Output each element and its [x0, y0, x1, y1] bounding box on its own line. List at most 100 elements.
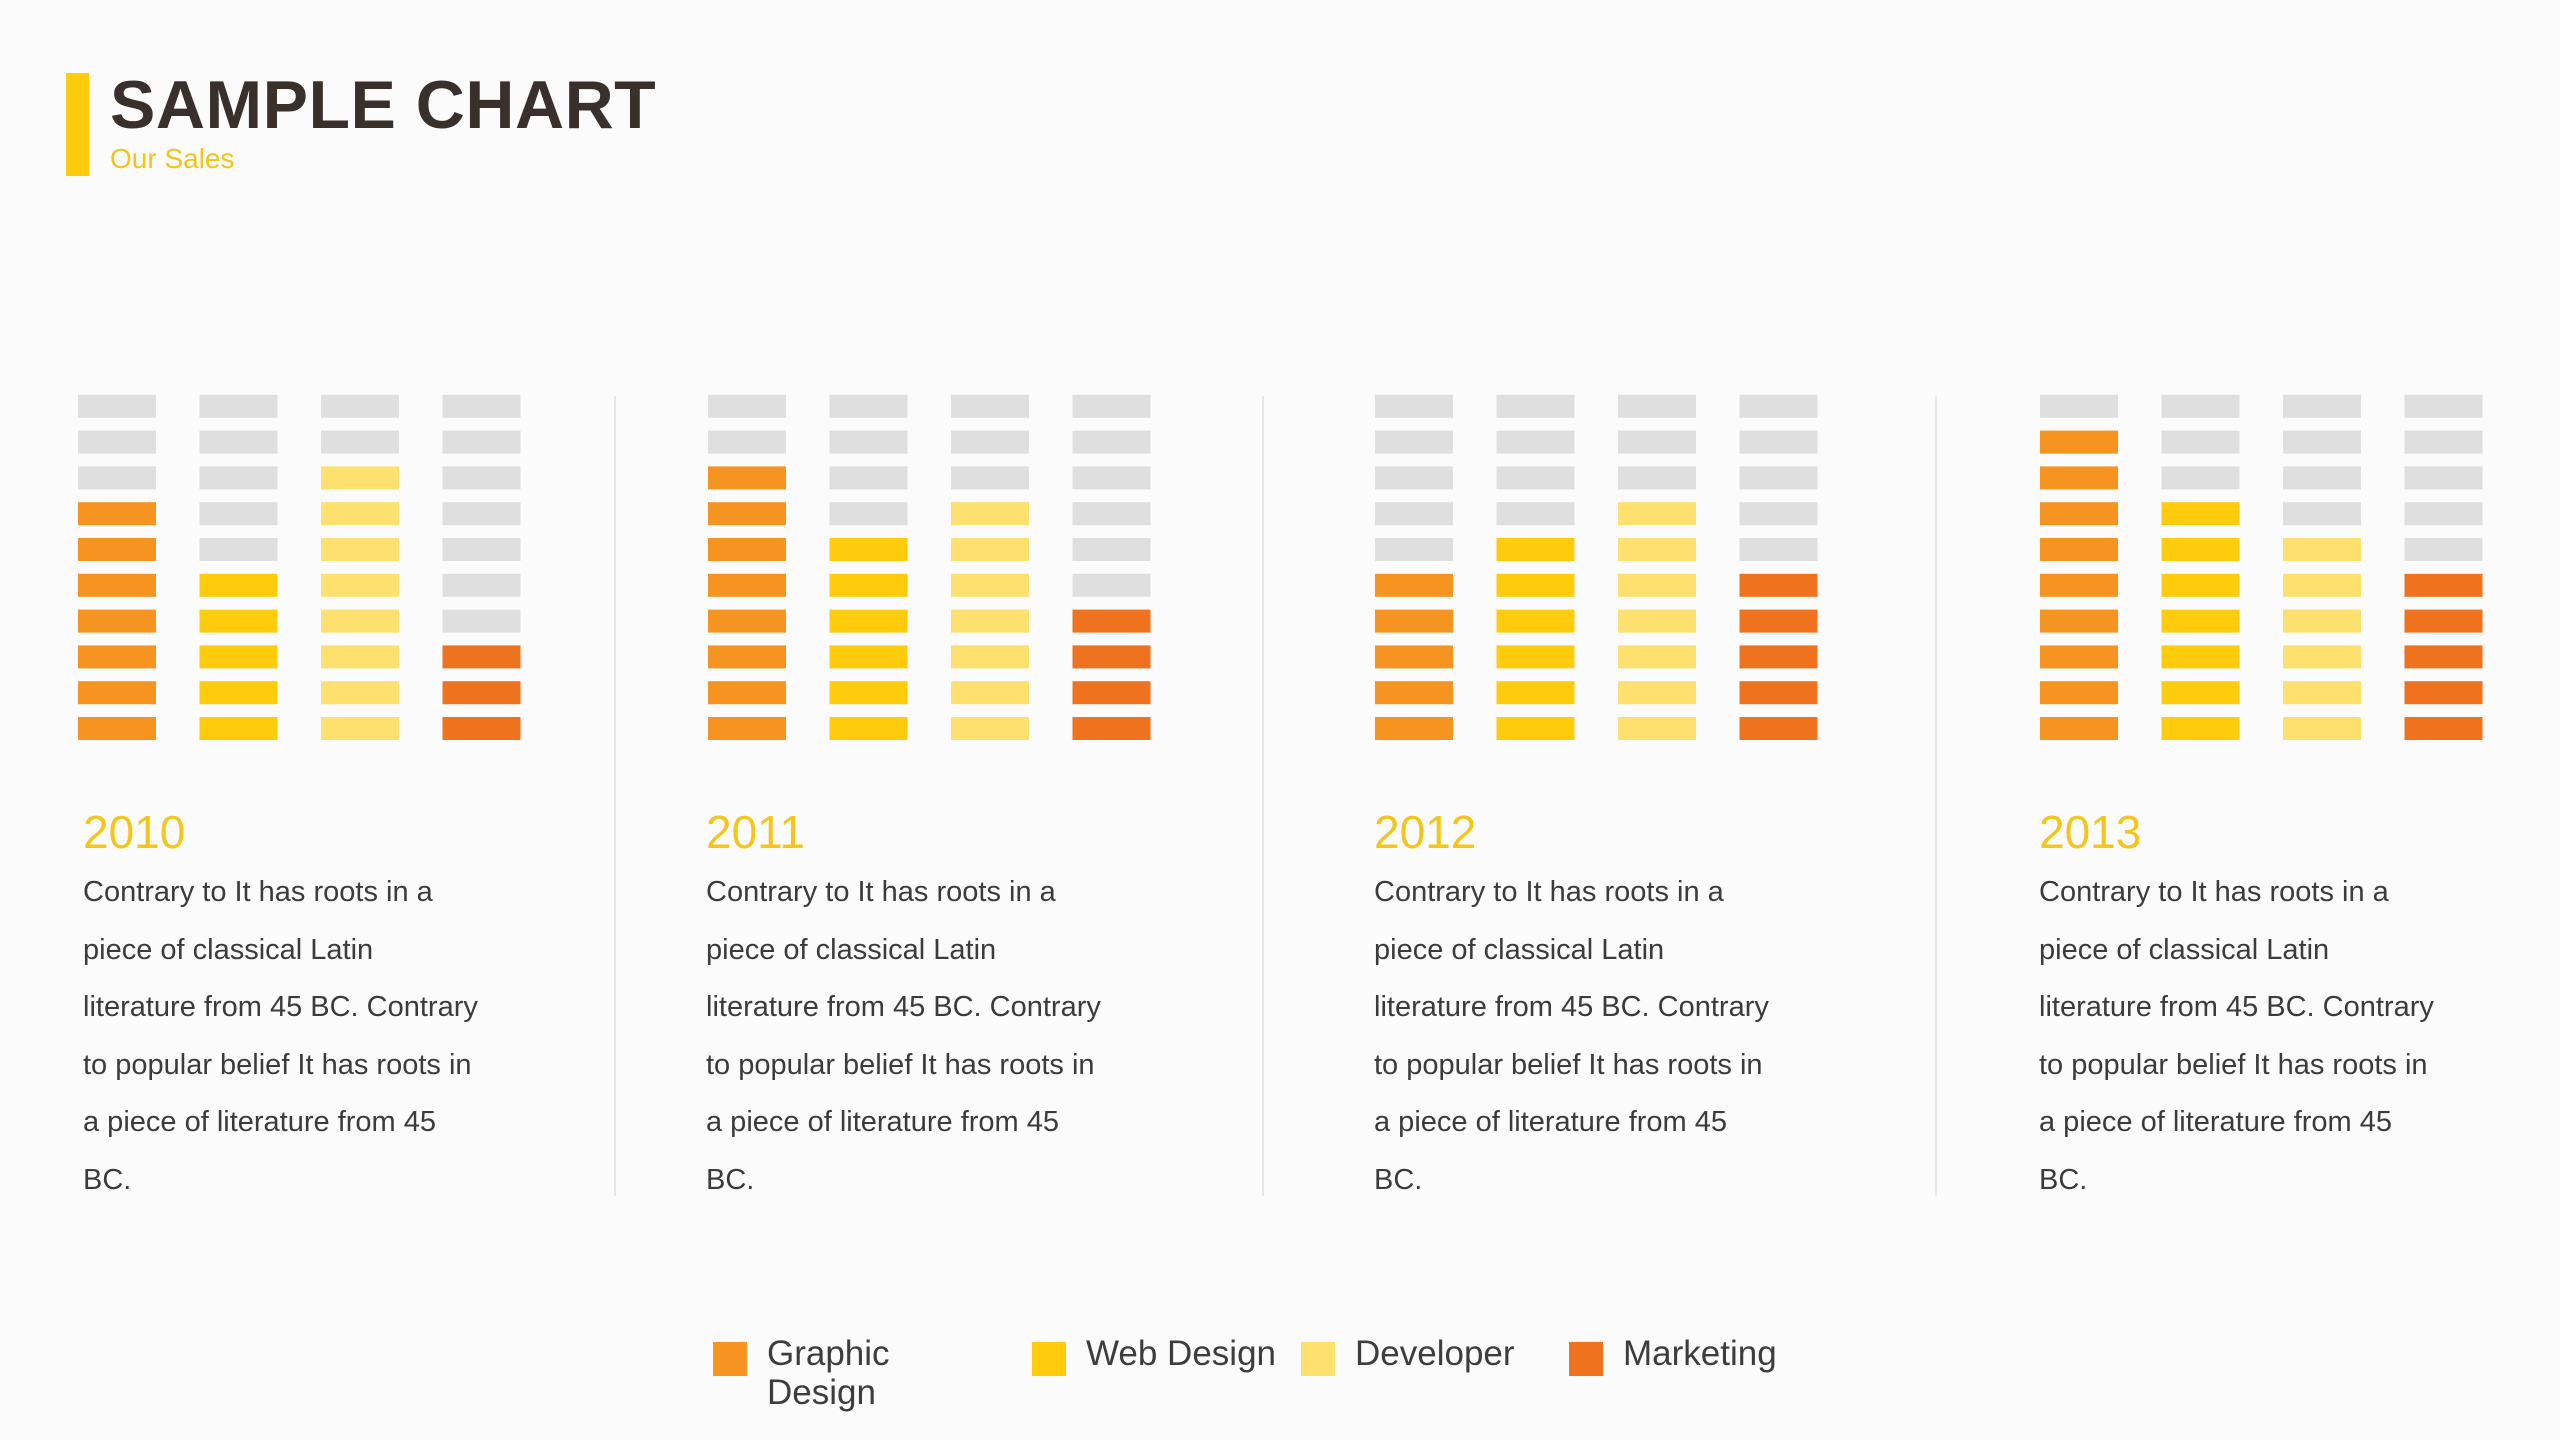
panel-2013: 2013 Contrary to It has roots in a piece…	[2039, 800, 2469, 1209]
bar-segment	[1739, 609, 1818, 633]
bar-segment	[1496, 609, 1575, 633]
bar-segment-empty	[2161, 394, 2240, 418]
bar-segment-empty	[442, 573, 521, 597]
panel-year: 2011	[706, 806, 805, 858]
bar-segment	[2040, 717, 2118, 740]
desc-line: to popular belief It has roots in	[706, 1048, 1095, 1081]
bar-segment	[78, 538, 156, 561]
bar-segment	[2161, 717, 2240, 740]
bar-segment-empty	[1375, 538, 1453, 561]
desc-line: Contrary to It has roots in a	[1374, 876, 1724, 908]
bar-segment	[321, 681, 399, 705]
legend-swatch	[1569, 1342, 1603, 1376]
bar-segment-empty	[1072, 394, 1151, 418]
bar-group-2010	[78, 394, 521, 740]
bar-segment-empty	[708, 430, 786, 454]
bar-segment	[199, 609, 278, 633]
legend-label: Developer	[1355, 1334, 1515, 1373]
bar-segment	[2161, 538, 2240, 561]
bar-segment-empty	[199, 394, 278, 418]
bar-segment	[1496, 573, 1575, 597]
bar-segment	[2161, 609, 2240, 633]
bar-segment-empty	[321, 430, 399, 454]
panel-divider	[1262, 396, 1264, 1196]
bar-segment	[708, 609, 786, 633]
bar-segment	[1618, 645, 1696, 669]
bar-chart	[78, 394, 2483, 740]
bar-segment-empty	[442, 502, 521, 526]
bar-segment-empty	[2283, 502, 2361, 526]
bar-segment	[1072, 645, 1151, 669]
bar-segment-empty	[1496, 394, 1575, 418]
bar-segment-empty	[1072, 430, 1151, 454]
bar-segment-empty	[1375, 502, 1453, 526]
bar-segment	[442, 681, 521, 705]
bar-segment	[2283, 609, 2361, 633]
bar-segment-empty	[1072, 502, 1151, 526]
desc-line: BC.	[1374, 1163, 1423, 1196]
bar-segment-empty	[2404, 502, 2483, 526]
bar-segment	[2040, 466, 2118, 490]
bar-segment	[199, 573, 278, 597]
bar-segment	[2161, 681, 2240, 705]
bar-segment	[78, 502, 156, 526]
bar-segment	[2404, 717, 2483, 740]
bar-segment-empty	[1618, 394, 1696, 418]
bar-segment-empty	[829, 394, 908, 418]
bar-segment	[321, 717, 399, 740]
bar-segment	[708, 538, 786, 561]
panel-description: Contrary to It has roots in a piece of c…	[2039, 864, 2469, 1209]
bar-segment	[1618, 502, 1696, 526]
bar-segment-empty	[1375, 466, 1453, 490]
bar-segment-empty	[78, 466, 156, 490]
bar-segment	[1496, 681, 1575, 705]
bar-segment-empty	[2404, 466, 2483, 490]
bar-segment	[708, 645, 786, 669]
desc-line: a piece of literature from 45	[706, 1106, 1060, 1138]
desc-line: piece of classical Latin	[2039, 933, 2330, 966]
bar-segment	[1072, 717, 1151, 740]
bar-segment	[1496, 538, 1575, 561]
bar-segment	[2404, 681, 2483, 705]
bar-segment	[2040, 538, 2118, 561]
bar-segment	[321, 645, 399, 669]
bar-segment	[2161, 573, 2240, 597]
bar-segment-empty	[1618, 430, 1696, 454]
bar-segment	[78, 681, 156, 705]
bar-segment	[1739, 717, 1818, 740]
panel-description: Contrary to It has roots in a piece of c…	[83, 864, 513, 1209]
panel-year: 2012	[1374, 806, 1477, 858]
desc-line: a piece of literature from 45	[2039, 1106, 2393, 1138]
bar-segment	[951, 609, 1029, 633]
bar-segment-empty	[2404, 394, 2483, 418]
panel-year: 2013	[2039, 806, 2142, 858]
desc-line: BC.	[83, 1163, 132, 1196]
panel-divider	[1935, 396, 1937, 1196]
bar-segment-empty	[2161, 466, 2240, 490]
bar-segment	[78, 645, 156, 669]
bar-segment	[1496, 645, 1575, 669]
bar-segment	[2404, 645, 2483, 669]
bar-segment	[951, 502, 1029, 526]
bar-segment	[829, 538, 908, 561]
bar-segment	[2404, 609, 2483, 633]
bar-segment	[708, 466, 786, 490]
legend-label: Marketing	[1623, 1334, 1777, 1373]
bar-segment-empty	[1072, 538, 1151, 561]
bar-segment	[829, 645, 908, 669]
bar-segment	[1375, 681, 1453, 705]
desc-line: Contrary to It has roots in a	[83, 876, 433, 908]
bar-segment	[708, 717, 786, 740]
panel-description: Contrary to It has roots in a piece of c…	[1374, 864, 1804, 1209]
desc-line: to popular belief It has roots in	[83, 1048, 472, 1081]
desc-line: literature from 45 BC. Contrary	[1374, 991, 1769, 1023]
bar-segment-empty	[78, 394, 156, 418]
bar-segment	[708, 573, 786, 597]
bar-segment-empty	[442, 394, 521, 418]
legend-label: Graphic Design	[767, 1334, 890, 1412]
bar-segment-empty	[199, 502, 278, 526]
desc-line: piece of classical Latin	[706, 933, 997, 966]
bar-group-2012	[1375, 394, 1818, 740]
bar-segment	[2161, 645, 2240, 669]
panel-year: 2010	[83, 806, 186, 858]
